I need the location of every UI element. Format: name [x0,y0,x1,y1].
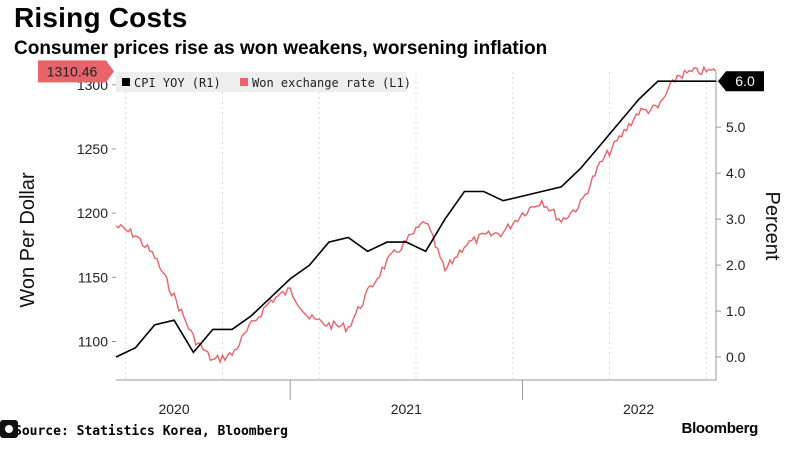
right-axis-title: Percent [761,192,783,261]
left-tick-label: 1250 [77,141,108,157]
right-tick-label: 1.0 [726,303,746,319]
legend-swatch-cpi [122,78,130,86]
right-tick-label: 0.0 [726,349,746,365]
source-note: Source: Statistics Korea, Bloomberg [14,424,288,439]
legend-label-cpi: CPI YOY (R1) [134,76,221,90]
legend-swatch-won [240,78,248,86]
last-value-label-cpi: 6.0 [735,73,755,89]
left-tick-label: 1200 [77,205,108,221]
chart-title: Rising Costs [14,2,188,33]
legend-label-won: Won exchange rate (L1) [252,76,411,90]
bloomberg-logo-icon [0,420,18,438]
left-axis-title: Won Per Dollar [17,172,39,308]
chart-subtitle: Consumer prices rise as won weakens, wor… [14,38,548,59]
right-tick-label: 4.0 [726,165,746,181]
series-line-cpi-yoy [115,80,716,358]
legend-background [116,72,406,92]
x-tick-label: 2021 [391,401,422,417]
x-tick-label: 2020 [158,401,189,417]
right-y-axis: 0.01.02.03.04.05.06.0 [715,72,746,380]
left-tick-label: 1100 [78,334,108,350]
last-value-label-won: 1310.46 [47,63,98,79]
left-tick-label: 1150 [78,269,108,285]
series-line-won-exchange-rate [115,65,717,365]
last-value-badge-won [38,60,114,83]
right-tick-label: 2.0 [726,257,746,273]
right-tick-label: 5.0 [726,119,746,135]
x-tick-label: 2022 [623,401,654,417]
legend: CPI YOY (R1) Won exchange rate (L1) [116,72,411,92]
last-value-badge-cpi [718,71,764,92]
x-axis: 2020 2021 2022 [116,379,716,417]
right-tick-label: 3.0 [726,211,746,227]
last-value-badges: 1310.46 6.0 [38,60,764,92]
gridlines [125,72,707,380]
series-lines [115,65,717,365]
brand-wordmark: Bloomberg [681,420,759,437]
